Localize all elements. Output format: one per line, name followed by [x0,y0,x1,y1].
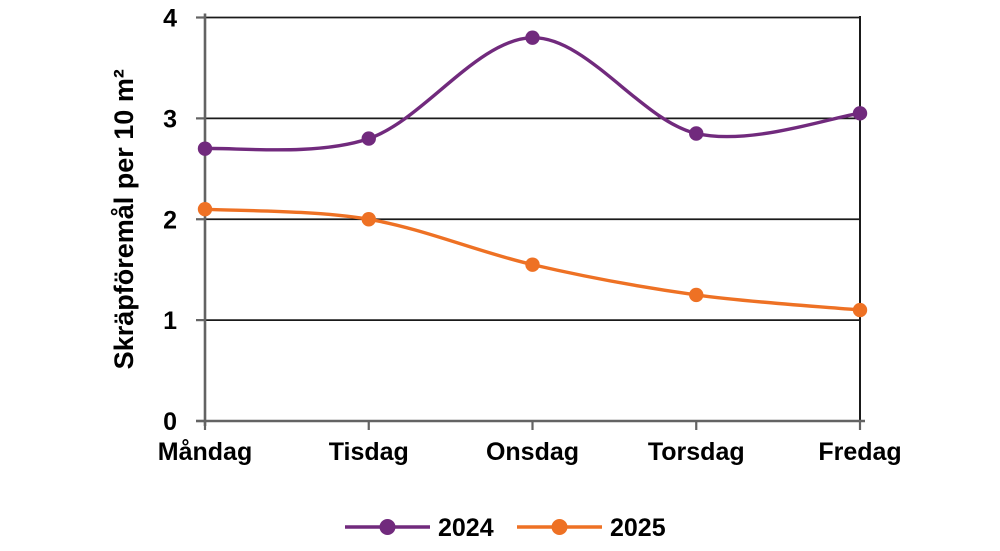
data-point-2025-1 [361,212,376,227]
y-tick-label: 2 [163,206,177,234]
y-tick-label: 4 [163,5,177,33]
x-category-label: Måndag [158,438,252,466]
y-tick-label: 3 [163,105,177,133]
y-tick-label: 1 [163,307,177,335]
data-point-2024-2 [525,30,540,45]
legend-label-2024: 2024 [438,514,494,542]
legend-label-2025: 2025 [610,514,666,542]
series-line-2024 [204,35,861,152]
x-category-label: Tisdag [329,438,409,466]
data-point-2024-4 [852,106,868,121]
legend-swatch-marker-2024 [379,519,396,535]
data-point-2025-0 [197,201,213,217]
x-category-label: Onsdag [486,438,579,466]
data-point-2024-1 [361,131,376,146]
data-point-2025-2 [525,257,540,272]
data-point-2025-3 [689,287,704,303]
y-tick-label: 0 [163,408,177,436]
x-category-label: Fredag [818,438,901,466]
x-category-label: Torsdag [648,438,745,466]
data-point-2024-3 [689,126,704,141]
data-point-2025-4 [852,302,868,318]
y-axis-title: Skräpföremål per 10 m² [109,69,139,369]
legend-swatch-marker-2025 [551,519,568,535]
data-point-2024-0 [197,141,213,156]
